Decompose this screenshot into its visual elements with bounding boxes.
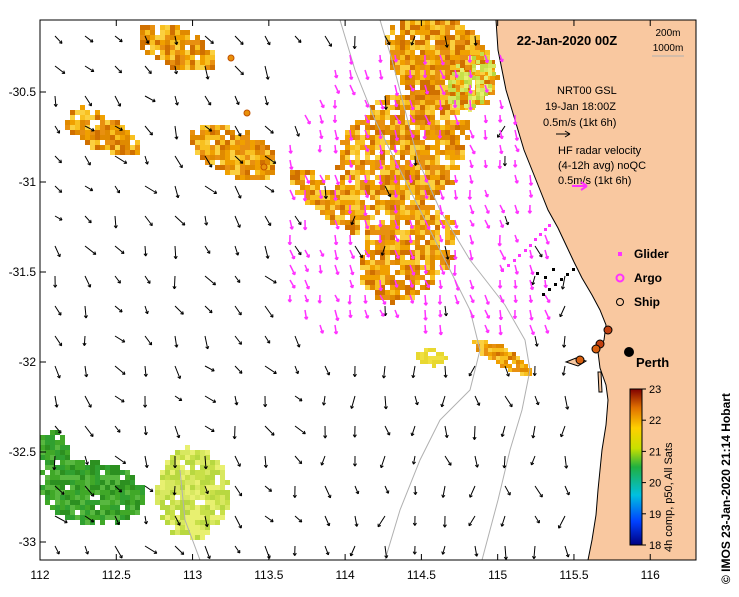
colorbar-tick-label: 20	[649, 478, 661, 490]
colorbar-gradient	[630, 389, 642, 545]
radar-legend-scale: 0.5m/s (1kt 6h)	[558, 175, 631, 187]
colorbar-tick-label: 18	[649, 540, 661, 552]
y-tick-label: -31	[19, 175, 37, 189]
colorbar-tick-label: 23	[649, 384, 661, 396]
y-tick-label: -31.5	[9, 265, 37, 279]
y-tick-label: -30.5	[9, 85, 37, 99]
y-tick-label: -32	[19, 355, 37, 369]
radar-legend-avg: (4-12h avg) noQC	[558, 160, 646, 172]
x-tick-label: 112	[30, 568, 49, 582]
radar-legend-title: HF radar velocity	[558, 145, 642, 157]
colorbar-title: 4h comp, p50, All Sats	[663, 442, 675, 552]
glider-legend-label: Glider	[634, 247, 669, 261]
ship-legend-label: Ship	[634, 295, 660, 309]
y-tick-label: -32.5	[9, 445, 37, 459]
x-tick-label: 114.5	[407, 568, 436, 582]
argo-legend-label: Argo	[634, 271, 662, 285]
gsl-legend-title: NRT00 GSL	[557, 85, 617, 97]
x-tick-label: 116	[641, 568, 660, 582]
x-tick-label: 115	[488, 568, 507, 582]
x-tick-label: 113.5	[254, 568, 283, 582]
contour-label-1000m: 1000m	[653, 43, 684, 54]
x-tick-label: 112.5	[102, 568, 131, 582]
garden-island	[598, 372, 602, 392]
credit-text: © IMOS 23-Jan-2020 21:14 Hobart	[719, 393, 733, 584]
colorbar-tick-label: 19	[649, 509, 661, 521]
gsl-legend-time: 19-Jan 18:00Z	[545, 101, 616, 113]
contour-label-200m: 200m	[655, 28, 680, 39]
map-title: 22-Jan-2020 00Z	[517, 33, 618, 48]
x-tick-label: 115.5	[559, 568, 588, 582]
x-tick-label: 113	[183, 568, 202, 582]
perth-marker	[624, 347, 634, 357]
perth-label: Perth	[636, 355, 669, 370]
y-tick-label: -33	[19, 535, 37, 549]
gsl-legend-scale: 0.5m/s (1kt 6h)	[543, 117, 616, 129]
colorbar-tick-label: 21	[649, 446, 661, 458]
glider-legend-symbol	[618, 252, 622, 256]
x-tick-label: 114	[336, 568, 355, 582]
colorbar-tick-label: 22	[649, 415, 661, 427]
